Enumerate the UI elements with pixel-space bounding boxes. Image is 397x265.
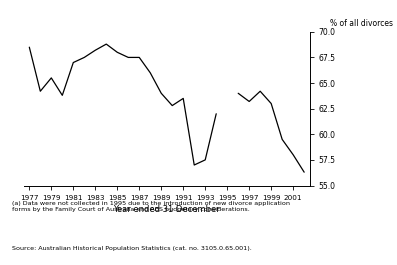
Text: (a) Data were not collected in 1995 due to the introduction of new divorce appli: (a) Data were not collected in 1995 due … (12, 201, 290, 212)
X-axis label: Year ended 31 December: Year ended 31 December (114, 205, 220, 214)
Text: Source: Australian Historical Population Statistics (cat. no. 3105.0.65.001).: Source: Australian Historical Population… (12, 246, 252, 251)
Text: % of all divorces: % of all divorces (330, 19, 393, 28)
